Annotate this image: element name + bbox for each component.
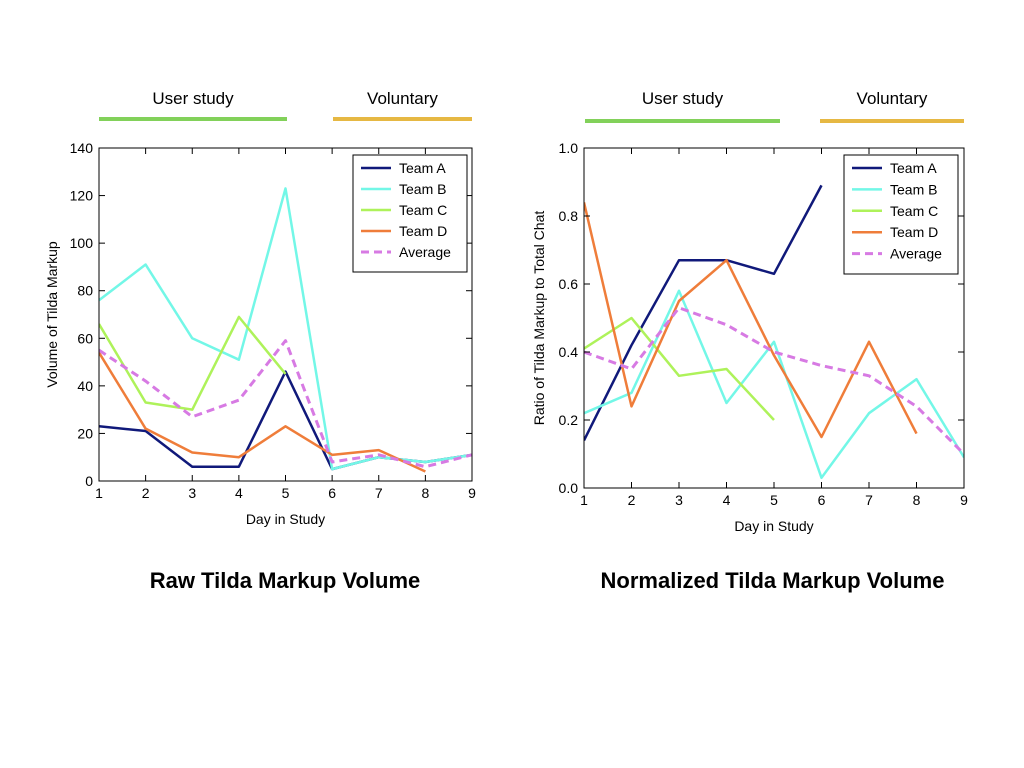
series-line-team-d bbox=[99, 351, 426, 473]
series-line-average bbox=[99, 339, 472, 469]
legend-label: Team B bbox=[890, 181, 937, 197]
x-tick-label: 6 bbox=[818, 492, 826, 508]
x-tick-label: 8 bbox=[421, 485, 429, 501]
phase-label: User study bbox=[642, 89, 724, 108]
y-tick-label: 20 bbox=[77, 425, 93, 441]
y-tick-label: 0.0 bbox=[559, 480, 579, 496]
series-line-team-b bbox=[584, 289, 964, 480]
y-tick-label: 1.0 bbox=[559, 140, 579, 156]
series-group bbox=[584, 184, 964, 480]
y-tick-label: 80 bbox=[77, 283, 93, 299]
legend-box bbox=[352, 154, 468, 273]
x-tick-label: 2 bbox=[628, 492, 636, 508]
legend-label: Team A bbox=[399, 160, 446, 176]
x-tick-label: 3 bbox=[675, 492, 683, 508]
y-tick-label: 120 bbox=[70, 188, 94, 204]
normalized-volume-title: Normalized Tilda Markup Volume bbox=[600, 568, 945, 593]
x-tick-label: 2 bbox=[142, 485, 150, 501]
x-axis-label: Day in Study bbox=[246, 511, 325, 527]
raw-volume-title: Raw Tilda Markup Volume bbox=[149, 568, 421, 593]
series-line-team-d bbox=[584, 202, 918, 439]
x-tick-label: 6 bbox=[328, 485, 336, 501]
y-axis-label: Ratio of Tilda Markup to Total Chat bbox=[531, 211, 547, 426]
x-tick-label: 1 bbox=[580, 492, 588, 508]
x-tick-label: 5 bbox=[282, 485, 290, 501]
x-tick-label: 1 bbox=[95, 485, 103, 501]
legend-label: Team D bbox=[890, 224, 938, 240]
phase-label: User study bbox=[152, 89, 234, 108]
legend-label: Team A bbox=[890, 160, 937, 176]
phase-label: Voluntary bbox=[857, 89, 928, 108]
legend-label: Average bbox=[399, 244, 451, 260]
y-tick-label: 0.8 bbox=[559, 208, 579, 224]
series-line-team-b bbox=[99, 187, 472, 471]
legend-label: Team B bbox=[399, 181, 446, 197]
series-line-team-c bbox=[584, 316, 775, 421]
y-tick-label: 0.4 bbox=[559, 344, 579, 360]
series-line-team-c bbox=[99, 315, 287, 411]
x-tick-label: 5 bbox=[770, 492, 778, 508]
series-group bbox=[99, 187, 472, 473]
x-tick-label: 9 bbox=[468, 485, 476, 501]
y-tick-label: 140 bbox=[70, 140, 94, 156]
x-tick-label: 9 bbox=[960, 492, 968, 508]
y-tick-label: 60 bbox=[77, 330, 93, 346]
y-tick-label: 0 bbox=[85, 473, 93, 489]
legend-label: Team C bbox=[399, 202, 447, 218]
y-tick-label: 0.2 bbox=[559, 412, 579, 428]
x-tick-label: 7 bbox=[375, 485, 383, 501]
legend-label: Team C bbox=[890, 203, 938, 219]
y-tick-label: 0.6 bbox=[559, 276, 579, 292]
legend-label: Team D bbox=[399, 223, 447, 239]
series-line-team-a bbox=[584, 184, 823, 441]
legend-box bbox=[843, 154, 959, 275]
x-tick-label: 8 bbox=[913, 492, 921, 508]
legend-label: Average bbox=[890, 246, 942, 262]
y-axis-label: Volume of Tilda Markup bbox=[44, 241, 60, 388]
y-tick-label: 40 bbox=[77, 378, 93, 394]
series-line-average bbox=[584, 306, 964, 456]
x-axis-label: Day in Study bbox=[734, 518, 813, 534]
x-tick-label: 4 bbox=[723, 492, 731, 508]
x-tick-label: 4 bbox=[235, 485, 243, 501]
phase-label: Voluntary bbox=[367, 89, 438, 108]
x-tick-label: 3 bbox=[188, 485, 196, 501]
y-tick-label: 100 bbox=[70, 235, 94, 251]
x-tick-label: 7 bbox=[865, 492, 873, 508]
